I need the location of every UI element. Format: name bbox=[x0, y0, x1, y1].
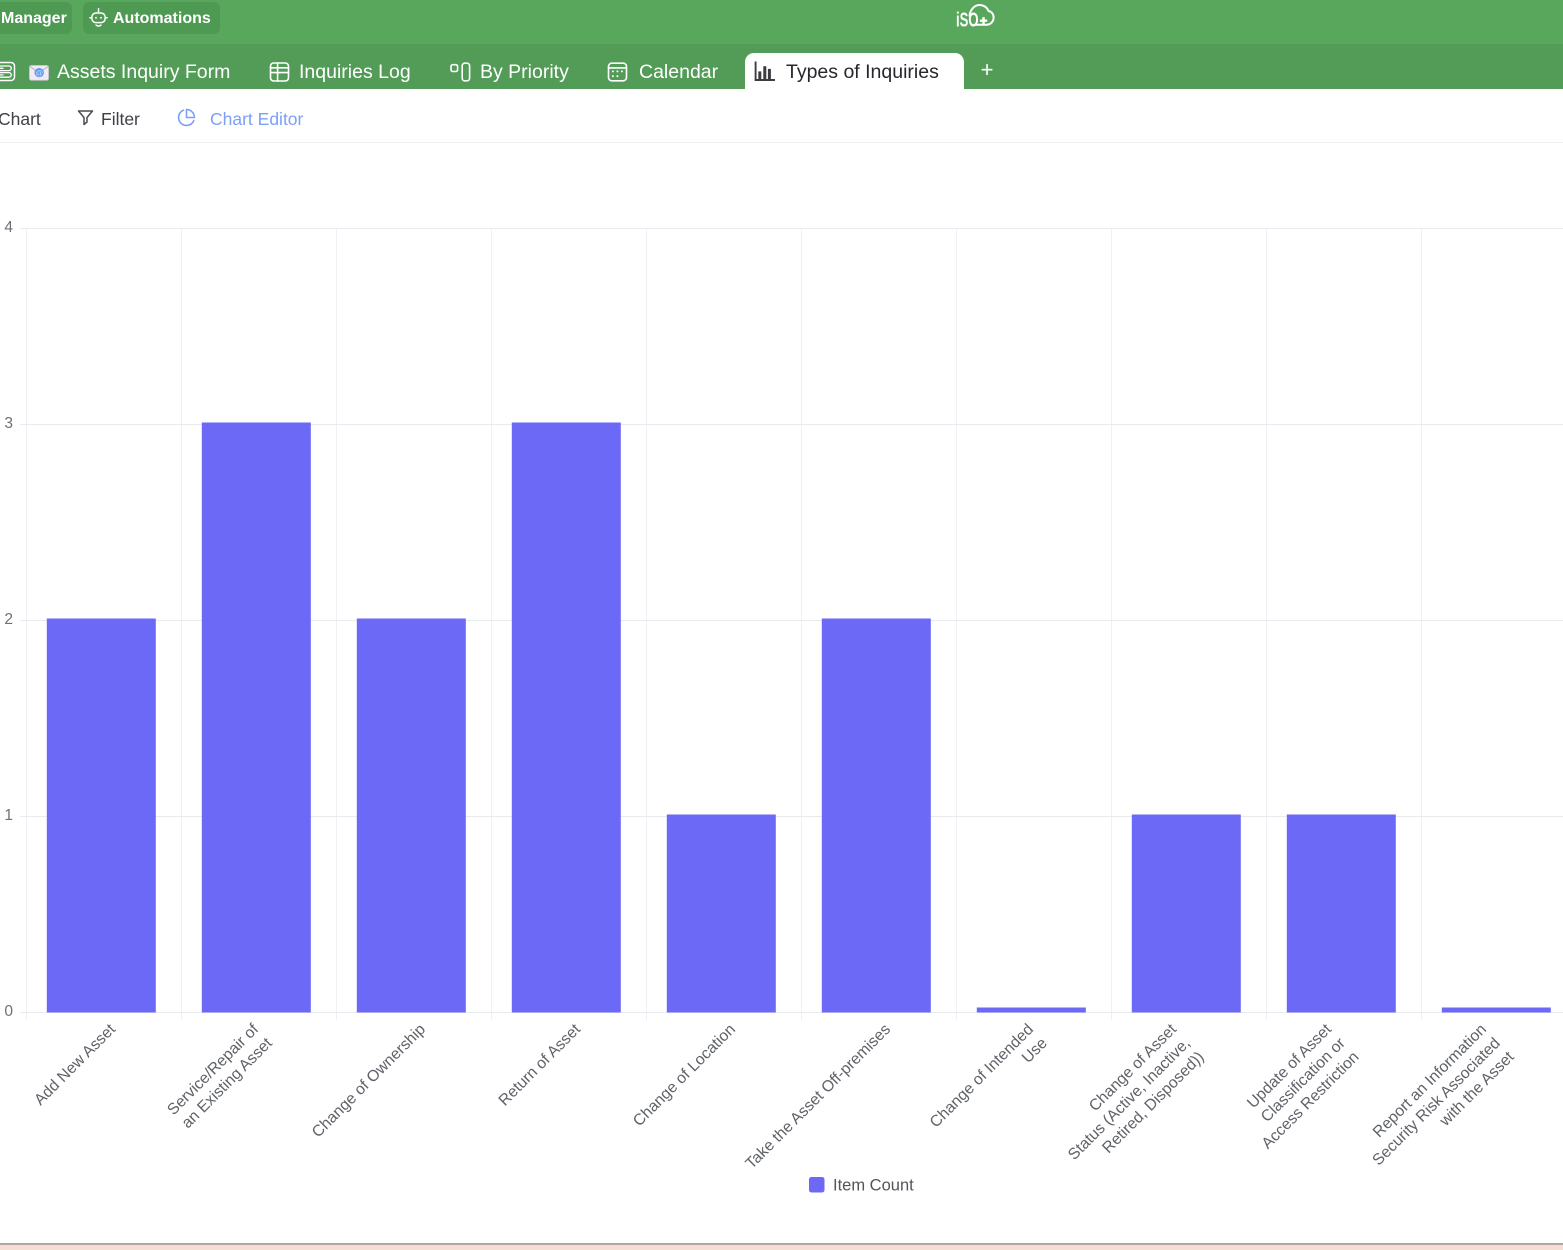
svg-text:Add New Asset: Add New Asset bbox=[31, 1021, 119, 1109]
svg-text:Return of Asset: Return of Asset bbox=[496, 1021, 585, 1110]
svg-text:iSO: iSO bbox=[956, 9, 979, 31]
svg-text:3: 3 bbox=[4, 415, 13, 432]
svg-text:Report an InformationSecurity: Report an InformationSecurity Risk Assoc… bbox=[1356, 1021, 1518, 1183]
svg-text:Change of IntendedUse: Change of IntendedUse bbox=[927, 1021, 1051, 1145]
svg-text:0: 0 bbox=[4, 1003, 13, 1020]
svg-text:@: @ bbox=[35, 68, 43, 77]
svg-text:Change of Location: Change of Location bbox=[630, 1021, 739, 1130]
svg-text:Service/Repair ofan Existing A: Service/Repair ofan Existing Asset bbox=[164, 1021, 276, 1133]
svg-text:Update of AssetClassification: Update of AssetClassification orAccess R… bbox=[1231, 1021, 1363, 1153]
svg-text:Change of AssetStatus (Active,: Change of AssetStatus (Active, Inactive,… bbox=[1051, 1021, 1208, 1178]
svg-text:Item Count: Item Count bbox=[833, 1177, 914, 1195]
svg-text:1: 1 bbox=[4, 807, 13, 824]
svg-text:Take the Asset Off-premises: Take the Asset Off-premises bbox=[743, 1021, 895, 1173]
svg-text:4: 4 bbox=[4, 219, 13, 236]
svg-text:Change of Ownership: Change of Ownership bbox=[309, 1021, 429, 1141]
svg-text:2: 2 bbox=[4, 611, 13, 628]
